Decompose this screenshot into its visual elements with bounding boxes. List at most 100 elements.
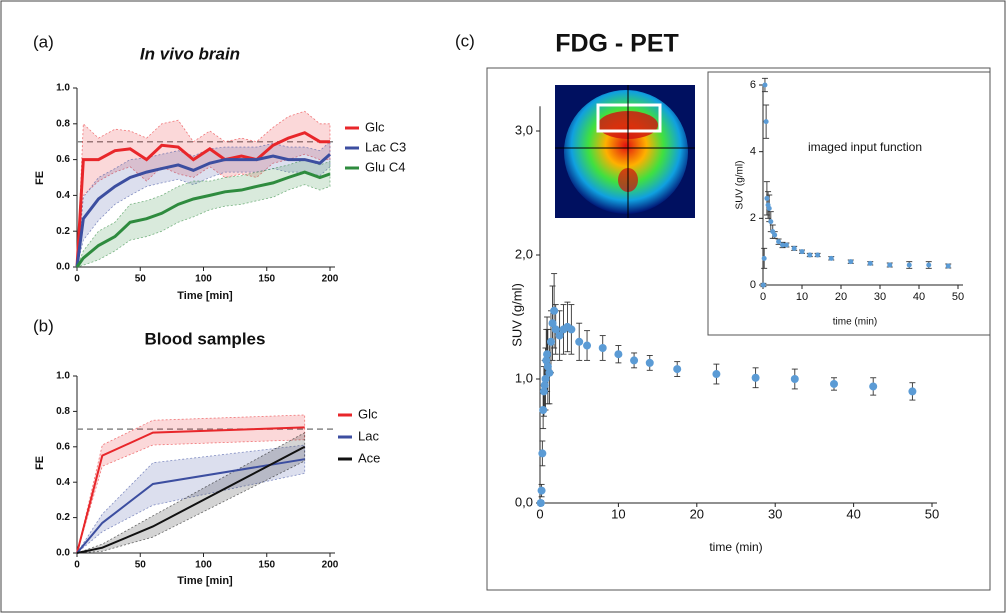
data-point bbox=[764, 119, 769, 124]
data-point bbox=[946, 264, 951, 269]
data-point bbox=[550, 307, 558, 315]
legend-label: Ace bbox=[358, 450, 380, 465]
x-tick-label: 20 bbox=[690, 506, 704, 521]
x-axis-label: time (min) bbox=[833, 317, 877, 328]
data-point bbox=[538, 449, 546, 457]
y-tick-label: 6 bbox=[750, 79, 756, 91]
data-point bbox=[575, 338, 583, 346]
y-tick-label: 0.4 bbox=[56, 477, 70, 488]
x-tick-label: 50 bbox=[135, 274, 147, 285]
legend-label: Glc bbox=[365, 119, 385, 134]
data-point bbox=[614, 350, 622, 358]
data-point bbox=[539, 406, 547, 414]
x-tick-label: 50 bbox=[952, 291, 964, 303]
data-point bbox=[776, 239, 781, 244]
legend-label: Lac bbox=[358, 428, 379, 443]
x-tick-label: 0 bbox=[760, 291, 766, 303]
data-point bbox=[767, 206, 772, 211]
data-point bbox=[830, 380, 838, 388]
y-tick-label: 3,0 bbox=[515, 122, 533, 137]
panel-label: (b) bbox=[33, 316, 54, 335]
data-point bbox=[712, 370, 720, 378]
panel-label: (a) bbox=[33, 32, 54, 51]
data-point bbox=[752, 374, 760, 382]
data-point bbox=[762, 83, 767, 88]
y-tick-label: 0.0 bbox=[56, 262, 70, 273]
data-point bbox=[762, 256, 767, 261]
data-point bbox=[567, 325, 575, 333]
x-tick-label: 20 bbox=[835, 291, 847, 303]
data-point bbox=[646, 359, 654, 367]
x-tick-label: 30 bbox=[768, 506, 782, 521]
data-point bbox=[848, 259, 853, 264]
data-point bbox=[908, 387, 916, 395]
y-tick-label: 0,0 bbox=[515, 494, 533, 509]
figure: (a) (b) (c) 0501001502000.00.20.40.60.81… bbox=[0, 0, 1006, 613]
chart-title: In vivo brain bbox=[140, 44, 240, 63]
data-point bbox=[768, 219, 773, 224]
data-point bbox=[538, 487, 546, 495]
y-tick-label: 0.8 bbox=[56, 118, 70, 129]
y-tick-label: 0.2 bbox=[56, 226, 70, 237]
data-point bbox=[926, 263, 931, 268]
x-tick-label: 50 bbox=[925, 506, 939, 521]
panel-label: (c) bbox=[455, 31, 475, 50]
y-tick-label: 2,0 bbox=[515, 246, 533, 261]
data-point bbox=[673, 365, 681, 373]
legend-label: Glc bbox=[358, 406, 378, 421]
x-tick-label: 10 bbox=[611, 506, 625, 521]
x-tick-label: 50 bbox=[135, 560, 147, 571]
y-tick-label: 0.0 bbox=[56, 548, 70, 559]
y-axis-label: FE bbox=[34, 171, 46, 185]
inset-frame bbox=[708, 72, 990, 335]
data-point bbox=[537, 499, 545, 507]
data-point bbox=[887, 263, 892, 268]
x-tick-label: 200 bbox=[322, 560, 339, 571]
y-tick-label: 1.0 bbox=[56, 83, 70, 94]
data-point bbox=[543, 350, 551, 358]
y-tick-label: 1,0 bbox=[515, 370, 533, 385]
y-tick-label: 0 bbox=[750, 279, 756, 291]
y-tick-label: 0.6 bbox=[56, 441, 70, 452]
data-point bbox=[599, 344, 607, 352]
x-tick-label: 200 bbox=[322, 274, 339, 285]
data-point bbox=[815, 253, 820, 258]
data-point bbox=[807, 253, 812, 258]
x-tick-label: 150 bbox=[258, 560, 275, 571]
y-tick-label: 0.6 bbox=[56, 154, 70, 165]
chart-title: FDG - PET bbox=[555, 30, 679, 58]
x-tick-label: 100 bbox=[195, 274, 212, 285]
x-tick-label: 0 bbox=[536, 506, 543, 521]
data-point bbox=[547, 338, 555, 346]
pet-image bbox=[555, 85, 695, 218]
x-tick-label: 40 bbox=[913, 291, 925, 303]
y-tick-label: 0.2 bbox=[56, 512, 70, 523]
data-point bbox=[764, 196, 769, 201]
x-tick-label: 100 bbox=[195, 560, 212, 571]
x-tick-label: 0 bbox=[74, 274, 80, 285]
y-tick-label: 2 bbox=[750, 212, 756, 224]
y-axis-label: FE bbox=[34, 456, 46, 470]
x-tick-label: 30 bbox=[874, 291, 886, 303]
legend-label: Glu C4 bbox=[365, 159, 405, 174]
data-point bbox=[792, 246, 797, 251]
y-tick-label: 0.4 bbox=[56, 190, 70, 201]
data-point bbox=[868, 261, 873, 266]
data-point bbox=[583, 342, 591, 350]
x-tick-label: 40 bbox=[846, 506, 860, 521]
annotation: imaged input function bbox=[808, 140, 922, 154]
data-point bbox=[869, 382, 877, 390]
data-point bbox=[800, 249, 805, 254]
data-point bbox=[545, 369, 553, 377]
x-tick-label: 10 bbox=[796, 291, 808, 303]
x-axis-label: time (min) bbox=[709, 540, 762, 554]
y-axis-label: SUV (g/ml) bbox=[509, 283, 524, 347]
legend-label: Lac C3 bbox=[365, 139, 406, 154]
x-tick-label: 0 bbox=[74, 560, 80, 571]
data-point bbox=[630, 356, 638, 364]
y-tick-label: 0.8 bbox=[56, 406, 70, 417]
data-point bbox=[907, 263, 912, 268]
x-tick-label: 150 bbox=[258, 274, 275, 285]
data-point bbox=[761, 283, 766, 288]
data-point bbox=[791, 375, 799, 383]
